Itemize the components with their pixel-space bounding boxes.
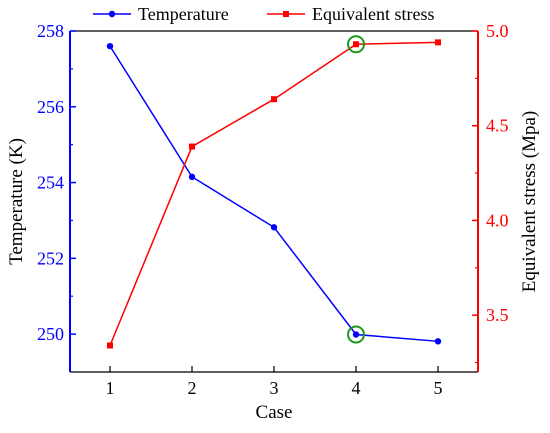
- stress-point-4: [353, 41, 359, 48]
- series-line-equivalent-stress: [109, 41, 439, 346]
- stress-point-3: [271, 96, 277, 103]
- axes-layer: 1 2 3 4 5 Case 250 252 254 256 258 Temperature (K) 3…: [6, 21, 540, 423]
- x-tick-label-2: 2: [188, 378, 197, 398]
- temperature-point-2: [188, 173, 196, 181]
- x-tick-label-3: 3: [270, 378, 279, 398]
- temperature-point-3: [270, 224, 278, 231]
- legend-temperature-marker: [108, 10, 116, 18]
- left-tick-label-252: 252: [37, 248, 64, 268]
- x-tick-label-5: 5: [434, 378, 443, 398]
- stress-point-1: [107, 342, 113, 349]
- series-line-temperature: [109, 45, 439, 343]
- temperature-point-5: [434, 338, 442, 345]
- legend-stress-label: Equivalent stress: [312, 4, 434, 24]
- temperature-point-1: [106, 42, 114, 50]
- x-tick-label-1: 1: [106, 378, 115, 398]
- legend-item-equivalent-stress: Equivalent stress: [267, 4, 434, 24]
- stress-point-5: [435, 39, 441, 46]
- left-axis-title: Temperature (K): [6, 138, 27, 265]
- left-tick-label-256: 256: [37, 97, 64, 117]
- left-tick-label-250: 250: [37, 324, 64, 344]
- highlight-ring-temperature: [347, 325, 365, 344]
- x-tick-label-4: 4: [352, 378, 361, 398]
- right-tick-label-4.0: 4.0: [486, 210, 509, 230]
- left-tick-label-258: 258: [37, 21, 64, 41]
- highlight-ring-stress: [347, 35, 365, 54]
- stress-point-2: [189, 143, 195, 150]
- legend-temperature-label: Temperature: [138, 4, 229, 24]
- right-tick-label-5.0: 5.0: [486, 21, 509, 41]
- x-axis-title: Case: [256, 402, 293, 423]
- legend-stress-marker: [283, 11, 289, 17]
- legend: Temperature Equivalent stress: [93, 4, 434, 24]
- left-tick-label-254: 254: [37, 173, 64, 193]
- right-tick-label-3.5: 3.5: [486, 305, 509, 325]
- right-tick-label-4.5: 4.5: [486, 116, 509, 136]
- temperature-point-4: [352, 331, 360, 338]
- legend-item-temperature: Temperature: [93, 4, 229, 24]
- plot-layer: [106, 35, 442, 349]
- right-axis-title: Equivalent stress (Mpa): [519, 111, 540, 293]
